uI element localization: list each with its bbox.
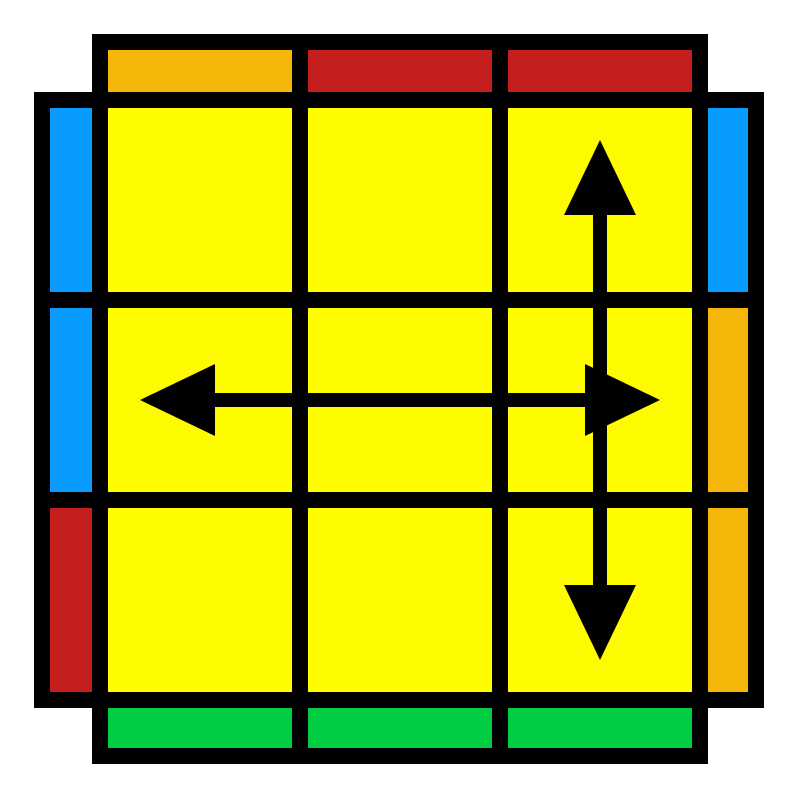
top-face-cell-r3-c1	[92, 492, 308, 708]
swap-right-column-arrow	[564, 140, 636, 660]
move-arrows	[140, 140, 660, 660]
right-sticker-2	[692, 292, 764, 508]
top-face-cell-r1-c2	[292, 92, 508, 308]
left-sticker-3	[34, 492, 108, 708]
front-sticker-3	[492, 692, 708, 764]
right-sticker-1	[692, 92, 764, 308]
back-sticker-2	[292, 34, 508, 108]
side-stickers	[34, 34, 764, 764]
arrowhead-end	[564, 585, 636, 660]
front-sticker-1	[92, 692, 308, 764]
top-face-cell-r1-c1	[92, 92, 308, 308]
arrowhead-start	[564, 140, 636, 215]
left-sticker-1	[34, 92, 108, 308]
left-sticker-2	[34, 292, 108, 508]
front-sticker-2	[292, 692, 508, 764]
back-sticker-3	[492, 34, 708, 108]
top-face-cell-r3-c2	[292, 492, 508, 708]
back-sticker-1	[92, 34, 308, 108]
arrowhead-start	[140, 364, 215, 436]
right-sticker-3	[692, 492, 764, 708]
